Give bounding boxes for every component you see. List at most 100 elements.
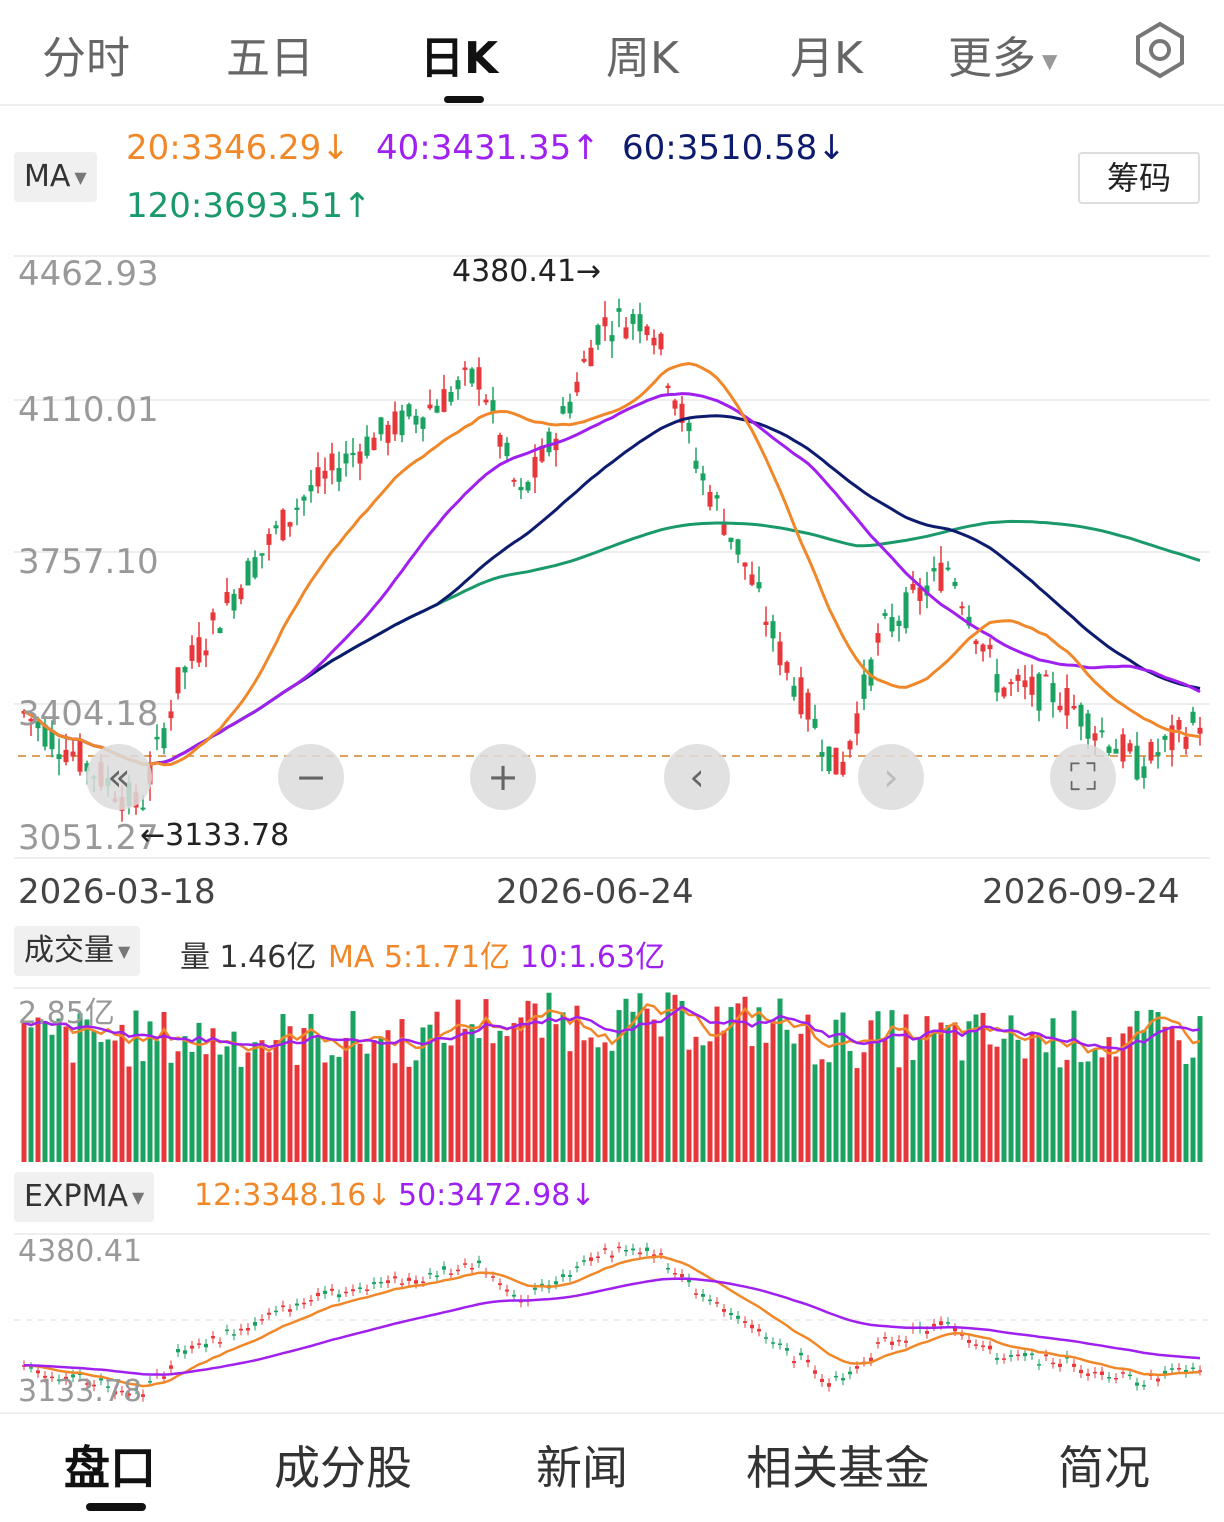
expma-candle-body xyxy=(1002,1358,1006,1360)
volume-bar xyxy=(959,1060,965,1162)
expma-candle-body xyxy=(1128,1374,1132,1377)
bottom-tab-constituents[interactable]: 成分股 xyxy=(274,1441,412,1495)
next-button[interactable]: › xyxy=(858,744,924,810)
expma-candle-body xyxy=(393,1276,397,1279)
candle-body xyxy=(903,592,909,629)
candle-body xyxy=(217,628,223,634)
expma-candle-body xyxy=(806,1359,810,1363)
volume-bar xyxy=(497,1030,503,1162)
expma-candle-body xyxy=(295,1303,299,1306)
candle-body xyxy=(777,641,783,666)
volume-bar xyxy=(546,992,552,1162)
expma-candle-body xyxy=(1107,1376,1111,1379)
volume-bar xyxy=(595,1047,601,1162)
volume-bar xyxy=(791,1043,797,1162)
previous-button[interactable]: ‹ xyxy=(664,744,730,810)
bottom-tab-related-funds[interactable]: 相关基金 xyxy=(746,1441,930,1495)
settings-gear-icon[interactable] xyxy=(1130,20,1190,80)
candle-body xyxy=(623,327,629,339)
candle-body xyxy=(497,434,503,447)
zoom-in-button[interactable]: + xyxy=(470,744,536,810)
candle-body xyxy=(203,650,209,656)
candle-body xyxy=(1176,720,1182,730)
candle-body xyxy=(721,521,727,535)
candle-body xyxy=(784,662,790,673)
volume-bar xyxy=(476,1038,482,1162)
candle-body xyxy=(588,347,594,367)
volume-bar xyxy=(714,1006,720,1162)
volume-bar xyxy=(735,1003,741,1162)
volume-bar xyxy=(805,1014,811,1162)
volume-bar xyxy=(945,1025,951,1162)
volume-bar xyxy=(924,1016,930,1162)
expma-candle-body xyxy=(1163,1370,1167,1374)
volume-bar xyxy=(28,1027,34,1162)
tab-intraday[interactable]: 分时 xyxy=(42,33,130,84)
volume-bar xyxy=(210,1028,216,1162)
fullscreen-button[interactable]: ⛶ xyxy=(1050,744,1116,810)
volume-indicator-selector[interactable]: 成交量 ▼ xyxy=(14,926,141,976)
expma-candle-body xyxy=(1121,1372,1125,1374)
expma-candle-body xyxy=(64,1376,68,1381)
expma-candle-body xyxy=(225,1329,229,1332)
expma-candle-body xyxy=(1100,1371,1104,1376)
tab-monthly-k[interactable]: 月K xyxy=(790,33,863,84)
volume-bar xyxy=(42,1020,48,1162)
expma-candle-body xyxy=(757,1328,761,1332)
candle-body xyxy=(1162,735,1168,740)
expma-candle-body xyxy=(799,1352,803,1356)
expma-indicator-selector[interactable]: EXPMA ▼ xyxy=(14,1172,155,1222)
candle-body xyxy=(1071,706,1077,709)
volume-bar xyxy=(70,1062,76,1162)
expma-candle-body xyxy=(253,1322,257,1326)
volume-bar xyxy=(896,1067,902,1162)
expma-candle-body xyxy=(1023,1352,1027,1357)
candle-body xyxy=(847,741,853,750)
ma-indicator-selector[interactable]: MA ▼ xyxy=(14,152,97,202)
bottom-tab-news[interactable]: 新闻 xyxy=(536,1441,628,1495)
candle-body xyxy=(511,479,517,482)
expma-candle-body xyxy=(617,1246,621,1249)
candle-body xyxy=(364,436,370,456)
tab-weekly-k[interactable]: 周K xyxy=(606,33,679,84)
expma-candle-body xyxy=(71,1374,75,1378)
volume-chart[interactable] xyxy=(0,984,1224,1164)
expma-candle-body xyxy=(1058,1363,1062,1367)
volume-bar xyxy=(609,1050,615,1162)
volume-bar xyxy=(273,1040,279,1162)
candlestick-chart[interactable] xyxy=(0,246,1224,860)
candle-body xyxy=(686,422,692,432)
bottom-tab-overview[interactable]: 简况 xyxy=(1058,1441,1150,1495)
expma-candle-body xyxy=(176,1349,180,1353)
zoom-out-button[interactable]: − xyxy=(278,744,344,810)
candle-body xyxy=(322,470,328,479)
expma-candle-body xyxy=(463,1263,467,1265)
expma-candle-body xyxy=(337,1294,341,1298)
expma-candle-body xyxy=(967,1339,971,1343)
expma-chart[interactable] xyxy=(0,1230,1224,1410)
expma-candle-body xyxy=(876,1342,880,1344)
candle-body xyxy=(441,389,447,412)
ma40-line xyxy=(23,392,1201,766)
candle-body xyxy=(1043,674,1049,677)
candle-body xyxy=(1141,766,1147,778)
candle-body xyxy=(336,467,342,482)
chips-button[interactable]: 筹码 xyxy=(1078,152,1200,204)
volume-bar xyxy=(504,1036,510,1162)
tab-daily-k[interactable]: 日K xyxy=(420,33,499,84)
rewind-button[interactable]: « xyxy=(86,744,152,810)
volume-bar xyxy=(994,1046,1000,1162)
expma-candle-body xyxy=(883,1337,887,1339)
volume-bar xyxy=(833,1019,839,1162)
expma-candle-body xyxy=(134,1388,138,1390)
tab-five-day[interactable]: 五日 xyxy=(226,33,314,84)
volume-bar xyxy=(644,1008,650,1162)
expma-candle-body xyxy=(169,1365,173,1369)
volume-bar xyxy=(581,1040,587,1162)
candle-body xyxy=(637,314,643,332)
volume-bar xyxy=(287,1026,293,1162)
volume-bar xyxy=(889,1010,895,1162)
bottom-tab-orderbook[interactable]: 盘口 xyxy=(64,1441,156,1495)
expma-candle-body xyxy=(491,1276,495,1278)
tab-more[interactable]: 更多 ▼ xyxy=(948,22,1057,86)
